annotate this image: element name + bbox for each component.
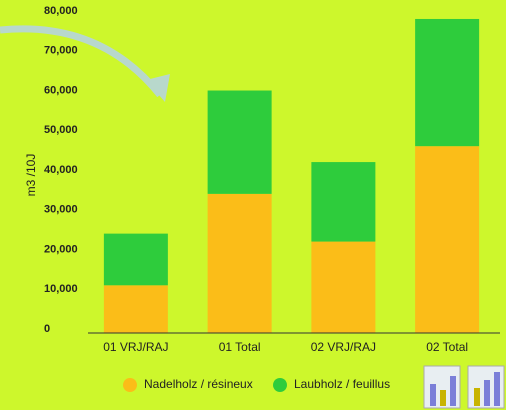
y-tick-label: 10,000 <box>44 283 78 295</box>
bar-segment <box>415 146 480 333</box>
y-tick-label: 50,000 <box>44 124 78 136</box>
x-tick-label: 01 Total <box>219 340 261 354</box>
y-tick-label: 80,000 <box>44 5 78 17</box>
legend-label: Nadelholz / résineux <box>144 377 253 391</box>
x-tick-label: 01 VRJ/RAJ <box>103 340 168 354</box>
x-tick-label: 02 VRJ/RAJ <box>311 340 376 354</box>
thumbnail-bar <box>430 384 436 406</box>
bar-segment <box>103 285 168 333</box>
legend-label: Laubholz / feuillus <box>294 377 390 391</box>
thumbnail-bar <box>474 388 480 406</box>
bar-segment <box>207 193 272 333</box>
y-tick-label: 20,000 <box>44 243 78 255</box>
bar-segment <box>207 90 272 194</box>
arrow-decoration <box>0 25 163 98</box>
x-tick-label: 02 Total <box>426 340 468 354</box>
thumbnail-bar <box>450 376 456 406</box>
thumbnail-bar <box>484 380 490 406</box>
bar-segment <box>311 241 376 333</box>
legend-swatch <box>273 378 287 392</box>
y-axis-title: m3 /10J <box>24 154 38 197</box>
arrow-head <box>146 74 170 102</box>
legend-swatch <box>123 378 137 392</box>
y-tick-label: 60,000 <box>44 84 78 96</box>
y-tick-label: 70,000 <box>44 45 78 57</box>
thumbnail-bar <box>494 372 500 406</box>
bar-segment <box>103 233 168 286</box>
thumbnail-bar <box>440 390 446 406</box>
y-tick-label: 30,000 <box>44 204 78 216</box>
y-tick-label: 0 <box>44 323 50 335</box>
bar-segment <box>415 18 480 147</box>
y-tick-label: 40,000 <box>44 164 78 176</box>
bar-segment <box>311 162 376 242</box>
